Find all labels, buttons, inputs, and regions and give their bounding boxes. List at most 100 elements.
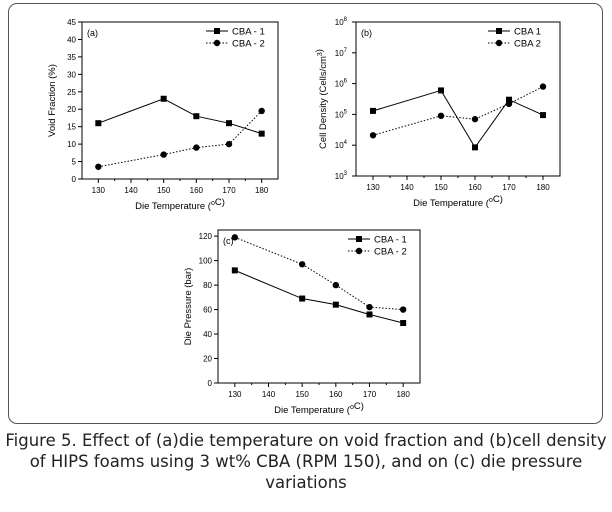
- legend-marker: [495, 39, 503, 47]
- y-axis-label: Die Pressure (bar): [183, 268, 194, 346]
- data-point: [299, 295, 306, 302]
- legend-entry: CBA - 2: [374, 247, 407, 258]
- x-axis-label: Die Temperature (oC): [413, 194, 503, 209]
- x-tick-label: 170: [363, 390, 377, 399]
- series-2: [369, 83, 547, 139]
- data-point: [400, 320, 407, 327]
- data-point: [193, 113, 200, 120]
- y-tick-label: 10: [67, 140, 76, 149]
- series-1: [370, 87, 546, 151]
- x-tick-label: 150: [157, 186, 171, 195]
- x-tick-label: 130: [228, 390, 242, 399]
- data-point: [438, 87, 444, 94]
- series-line: [372, 86, 544, 136]
- data-point: [399, 306, 407, 313]
- legend-marker: [214, 28, 220, 34]
- data-point: [258, 107, 265, 115]
- y-tick-label: 108: [335, 17, 348, 27]
- y-tick-label: 15: [67, 123, 76, 132]
- legend-entry: CBA - 2: [232, 39, 265, 50]
- y-tick-label: 40: [203, 330, 212, 339]
- legend-marker: [355, 247, 363, 255]
- data-point: [370, 107, 376, 114]
- series-2: [231, 234, 407, 313]
- data-point: [226, 120, 232, 127]
- data-point: [472, 144, 478, 151]
- y-tick-label: 104: [335, 140, 348, 150]
- data-point: [332, 301, 339, 308]
- chart-void-fraction: 130 140 150 160 170 180 0 5 10 15 20 25 30 35 40 45 Die …: [47, 18, 279, 212]
- y-axis-label: Void Fraction (%): [47, 64, 58, 137]
- y-tick-label: 0: [72, 175, 77, 184]
- x-axis-label: Die Temperature (oC): [135, 197, 225, 212]
- panel-label: (c): [223, 236, 234, 246]
- y-tick-label: 100: [199, 257, 213, 266]
- y-tick-label: 25: [67, 88, 76, 97]
- data-point: [540, 112, 546, 119]
- series-line: [98, 98, 262, 135]
- chart-cell-density: 130 140 150 160 170 180 103 104 105 106 107 108 Die …: [314, 17, 561, 209]
- x-tick-label: 150: [434, 183, 448, 192]
- legend-marker: [213, 39, 221, 47]
- x-tick-label: 160: [468, 183, 482, 192]
- y-tick-label: 120: [199, 232, 213, 241]
- x-tick-label: 130: [92, 186, 106, 195]
- x-tick-label: 180: [255, 186, 269, 195]
- data-point: [193, 144, 200, 151]
- y-tick-label: 20: [203, 355, 212, 364]
- x-tick-label: 140: [124, 186, 138, 195]
- data-point: [471, 115, 479, 123]
- x-tick-label: 160: [329, 390, 343, 399]
- y-tick-label: 45: [67, 18, 76, 27]
- series-line: [98, 110, 263, 168]
- series-line: [234, 269, 404, 324]
- series-1: [95, 95, 265, 137]
- series-2: [95, 107, 265, 170]
- x-tick-label: 160: [190, 186, 204, 195]
- x-tick-label: 140: [262, 390, 276, 399]
- x-tick-label: 140: [400, 183, 414, 192]
- x-tick-label: 180: [396, 390, 410, 399]
- y-tick-label: 60: [203, 306, 212, 315]
- data-point: [231, 267, 238, 274]
- y-tick-label: 106: [335, 79, 348, 89]
- data-point: [258, 130, 265, 137]
- y-tick-label: 107: [335, 48, 348, 58]
- figure-frame: [8, 3, 603, 424]
- data-point: [539, 83, 547, 90]
- x-tick-label: 170: [502, 183, 516, 192]
- y-tick-label: 35: [67, 53, 76, 62]
- panel-label: (b): [361, 28, 372, 38]
- y-tick-label: 30: [67, 70, 76, 79]
- legend-entry: CBA 1: [514, 27, 541, 38]
- data-point: [332, 281, 340, 289]
- data-point: [95, 120, 102, 127]
- x-tick-label: 130: [366, 183, 380, 192]
- y-tick-label: 105: [335, 109, 348, 119]
- data-point: [231, 234, 239, 241]
- y-tick-label: 0: [208, 379, 213, 388]
- series-line: [372, 89, 544, 149]
- data-point: [506, 96, 512, 103]
- legend-entry: CBA - 1: [374, 235, 407, 246]
- data-point: [366, 311, 373, 318]
- x-tick-label: 170: [222, 186, 236, 195]
- y-tick-label: 80: [203, 281, 212, 290]
- chart-die-pressure: 130 140 150 160 170 180 0 20 40 60 80 100 120 Die Tem…: [183, 229, 421, 416]
- data-point: [160, 151, 167, 158]
- y-tick-label: 20: [67, 105, 76, 114]
- legend-marker: [496, 28, 502, 34]
- series-1: [231, 267, 407, 327]
- y-tick-label: 5: [72, 158, 77, 167]
- x-axis-label: Die Temperature (oC): [274, 401, 364, 416]
- data-point: [366, 303, 373, 311]
- legend-entry: CBA - 1: [232, 27, 265, 38]
- y-axis-label: Cell Density (Cells/cm3): [314, 49, 329, 149]
- data-point: [437, 112, 445, 120]
- x-tick-label: 150: [295, 390, 309, 399]
- legend-marker: [356, 236, 362, 242]
- x-tick-label: 180: [536, 183, 550, 192]
- figure-caption: Figure 5. Effect of (a)die temperature o…: [5, 431, 607, 492]
- panel-label: (a): [87, 28, 98, 38]
- data-point: [505, 100, 513, 108]
